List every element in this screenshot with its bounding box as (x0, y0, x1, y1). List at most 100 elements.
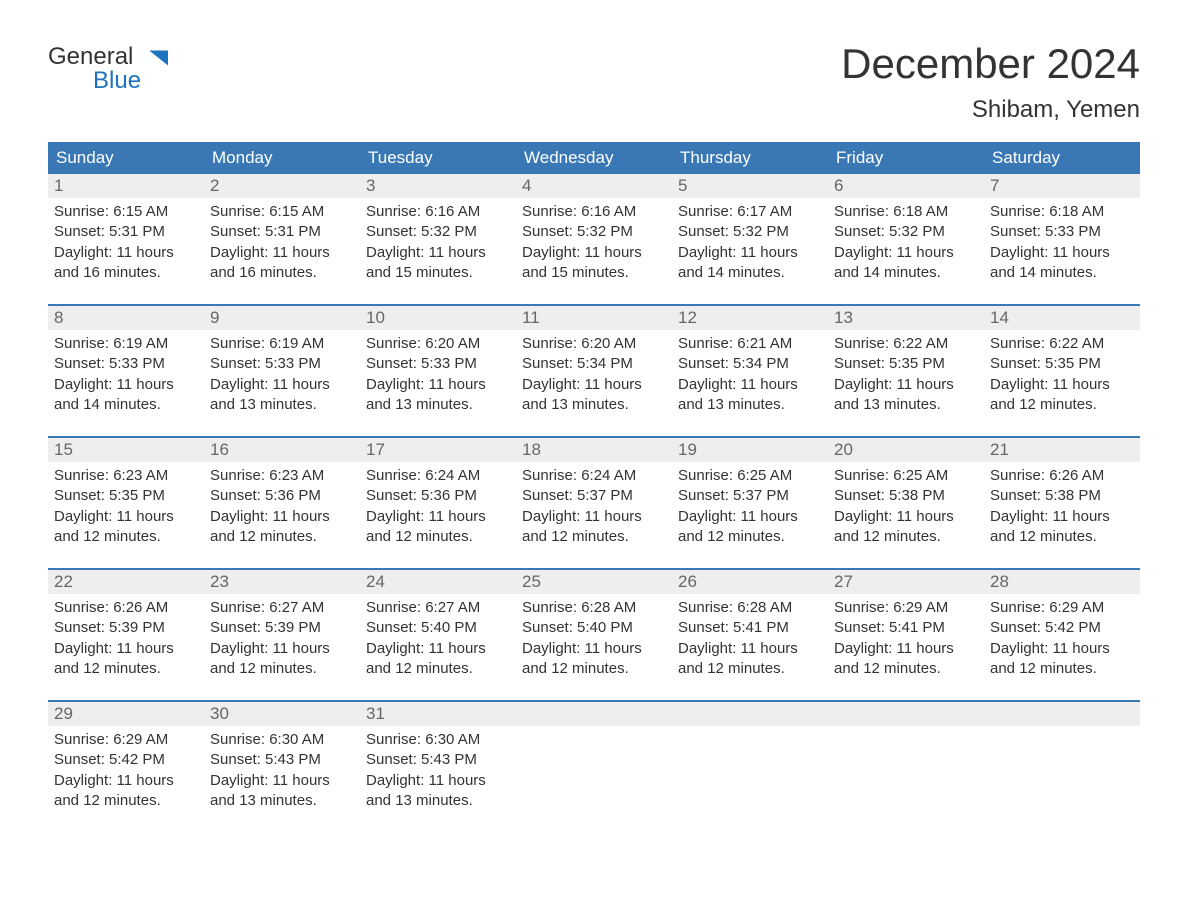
daylight-line: Daylight: 11 hours and 12 minutes. (834, 639, 978, 680)
sunrise-line: Sunrise: 6:25 AM (834, 466, 978, 486)
sunset-line: Sunset: 5:39 PM (54, 618, 198, 638)
day-body: Sunrise: 6:20 AMSunset: 5:34 PMDaylight:… (516, 330, 672, 433)
day-number: 14 (984, 306, 1140, 330)
week-row: 15Sunrise: 6:23 AMSunset: 5:35 PMDayligh… (48, 436, 1140, 568)
day-body: Sunrise: 6:25 AMSunset: 5:38 PMDaylight:… (828, 462, 984, 565)
day-number: 19 (672, 438, 828, 462)
day-body: Sunrise: 6:20 AMSunset: 5:33 PMDaylight:… (360, 330, 516, 433)
daylight-line: Daylight: 11 hours and 14 minutes. (54, 375, 198, 416)
day-body: Sunrise: 6:26 AMSunset: 5:38 PMDaylight:… (984, 462, 1140, 565)
sunrise-line: Sunrise: 6:26 AM (990, 466, 1134, 486)
daylight-line: Daylight: 11 hours and 13 minutes. (210, 771, 354, 812)
sunset-line: Sunset: 5:43 PM (210, 750, 354, 770)
daylight-line: Daylight: 11 hours and 12 minutes. (834, 507, 978, 548)
sunset-line: Sunset: 5:33 PM (54, 354, 198, 374)
sunrise-line: Sunrise: 6:30 AM (366, 730, 510, 750)
page-title: December 2024 (841, 40, 1140, 88)
sunset-line: Sunset: 5:37 PM (522, 486, 666, 506)
day-cell: 7Sunrise: 6:18 AMSunset: 5:33 PMDaylight… (984, 174, 1140, 304)
day-number: 11 (516, 306, 672, 330)
daylight-line: Daylight: 11 hours and 12 minutes. (990, 507, 1134, 548)
week-row: 29Sunrise: 6:29 AMSunset: 5:42 PMDayligh… (48, 700, 1140, 832)
sunset-line: Sunset: 5:38 PM (834, 486, 978, 506)
day-cell: 25Sunrise: 6:28 AMSunset: 5:40 PMDayligh… (516, 570, 672, 700)
sunrise-line: Sunrise: 6:20 AM (366, 334, 510, 354)
day-number (984, 702, 1140, 726)
day-cell: 18Sunrise: 6:24 AMSunset: 5:37 PMDayligh… (516, 438, 672, 568)
day-header-cell: Tuesday (360, 142, 516, 174)
day-cell: 14Sunrise: 6:22 AMSunset: 5:35 PMDayligh… (984, 306, 1140, 436)
day-cell (672, 702, 828, 832)
daylight-line: Daylight: 11 hours and 12 minutes. (54, 771, 198, 812)
day-header-cell: Monday (204, 142, 360, 174)
day-cell: 23Sunrise: 6:27 AMSunset: 5:39 PMDayligh… (204, 570, 360, 700)
day-cell: 6Sunrise: 6:18 AMSunset: 5:32 PMDaylight… (828, 174, 984, 304)
daylight-line: Daylight: 11 hours and 13 minutes. (522, 375, 666, 416)
day-number: 4 (516, 174, 672, 198)
day-cell: 4Sunrise: 6:16 AMSunset: 5:32 PMDaylight… (516, 174, 672, 304)
day-number: 7 (984, 174, 1140, 198)
daylight-line: Daylight: 11 hours and 12 minutes. (678, 507, 822, 548)
sunrise-line: Sunrise: 6:20 AM (522, 334, 666, 354)
day-number: 30 (204, 702, 360, 726)
day-number: 1 (48, 174, 204, 198)
daylight-line: Daylight: 11 hours and 12 minutes. (990, 639, 1134, 680)
sunset-line: Sunset: 5:41 PM (678, 618, 822, 638)
day-body: Sunrise: 6:16 AMSunset: 5:32 PMDaylight:… (360, 198, 516, 301)
sunset-line: Sunset: 5:31 PM (210, 222, 354, 242)
calendar: SundayMondayTuesdayWednesdayThursdayFrid… (48, 142, 1140, 832)
day-cell: 21Sunrise: 6:26 AMSunset: 5:38 PMDayligh… (984, 438, 1140, 568)
day-number: 13 (828, 306, 984, 330)
day-body: Sunrise: 6:22 AMSunset: 5:35 PMDaylight:… (984, 330, 1140, 433)
day-number (516, 702, 672, 726)
day-header-cell: Saturday (984, 142, 1140, 174)
daylight-line: Daylight: 11 hours and 12 minutes. (678, 639, 822, 680)
sunrise-line: Sunrise: 6:18 AM (834, 202, 978, 222)
day-body: Sunrise: 6:26 AMSunset: 5:39 PMDaylight:… (48, 594, 204, 697)
sunset-line: Sunset: 5:35 PM (990, 354, 1134, 374)
day-number: 18 (516, 438, 672, 462)
day-body: Sunrise: 6:30 AMSunset: 5:43 PMDaylight:… (204, 726, 360, 829)
sunrise-line: Sunrise: 6:29 AM (54, 730, 198, 750)
day-number: 25 (516, 570, 672, 594)
sunrise-line: Sunrise: 6:16 AM (366, 202, 510, 222)
day-body: Sunrise: 6:15 AMSunset: 5:31 PMDaylight:… (204, 198, 360, 301)
day-number: 22 (48, 570, 204, 594)
day-body: Sunrise: 6:24 AMSunset: 5:36 PMDaylight:… (360, 462, 516, 565)
sunrise-line: Sunrise: 6:15 AM (210, 202, 354, 222)
sunrise-line: Sunrise: 6:25 AM (678, 466, 822, 486)
week-row: 1Sunrise: 6:15 AMSunset: 5:31 PMDaylight… (48, 174, 1140, 304)
day-body: Sunrise: 6:18 AMSunset: 5:32 PMDaylight:… (828, 198, 984, 301)
sunrise-line: Sunrise: 6:18 AM (990, 202, 1134, 222)
day-number: 2 (204, 174, 360, 198)
day-number: 5 (672, 174, 828, 198)
daylight-line: Daylight: 11 hours and 13 minutes. (366, 375, 510, 416)
sunset-line: Sunset: 5:42 PM (990, 618, 1134, 638)
daylight-line: Daylight: 11 hours and 12 minutes. (366, 507, 510, 548)
daylight-line: Daylight: 11 hours and 12 minutes. (522, 507, 666, 548)
sunrise-line: Sunrise: 6:24 AM (366, 466, 510, 486)
day-body: Sunrise: 6:27 AMSunset: 5:39 PMDaylight:… (204, 594, 360, 697)
day-body: Sunrise: 6:19 AMSunset: 5:33 PMDaylight:… (204, 330, 360, 433)
day-number: 26 (672, 570, 828, 594)
sunrise-line: Sunrise: 6:16 AM (522, 202, 666, 222)
daylight-line: Daylight: 11 hours and 12 minutes. (522, 639, 666, 680)
day-cell: 17Sunrise: 6:24 AMSunset: 5:36 PMDayligh… (360, 438, 516, 568)
week-row: 22Sunrise: 6:26 AMSunset: 5:39 PMDayligh… (48, 568, 1140, 700)
sunrise-line: Sunrise: 6:26 AM (54, 598, 198, 618)
day-body: Sunrise: 6:19 AMSunset: 5:33 PMDaylight:… (48, 330, 204, 433)
day-body: Sunrise: 6:16 AMSunset: 5:32 PMDaylight:… (516, 198, 672, 301)
sunset-line: Sunset: 5:42 PM (54, 750, 198, 770)
day-cell: 22Sunrise: 6:26 AMSunset: 5:39 PMDayligh… (48, 570, 204, 700)
day-body: Sunrise: 6:28 AMSunset: 5:40 PMDaylight:… (516, 594, 672, 697)
day-cell: 16Sunrise: 6:23 AMSunset: 5:36 PMDayligh… (204, 438, 360, 568)
day-number: 28 (984, 570, 1140, 594)
sunrise-line: Sunrise: 6:19 AM (210, 334, 354, 354)
day-body: Sunrise: 6:27 AMSunset: 5:40 PMDaylight:… (360, 594, 516, 697)
day-body: Sunrise: 6:17 AMSunset: 5:32 PMDaylight:… (672, 198, 828, 301)
sunset-line: Sunset: 5:35 PM (54, 486, 198, 506)
day-body: Sunrise: 6:25 AMSunset: 5:37 PMDaylight:… (672, 462, 828, 565)
day-cell: 9Sunrise: 6:19 AMSunset: 5:33 PMDaylight… (204, 306, 360, 436)
week-row: 8Sunrise: 6:19 AMSunset: 5:33 PMDaylight… (48, 304, 1140, 436)
day-body: Sunrise: 6:30 AMSunset: 5:43 PMDaylight:… (360, 726, 516, 829)
